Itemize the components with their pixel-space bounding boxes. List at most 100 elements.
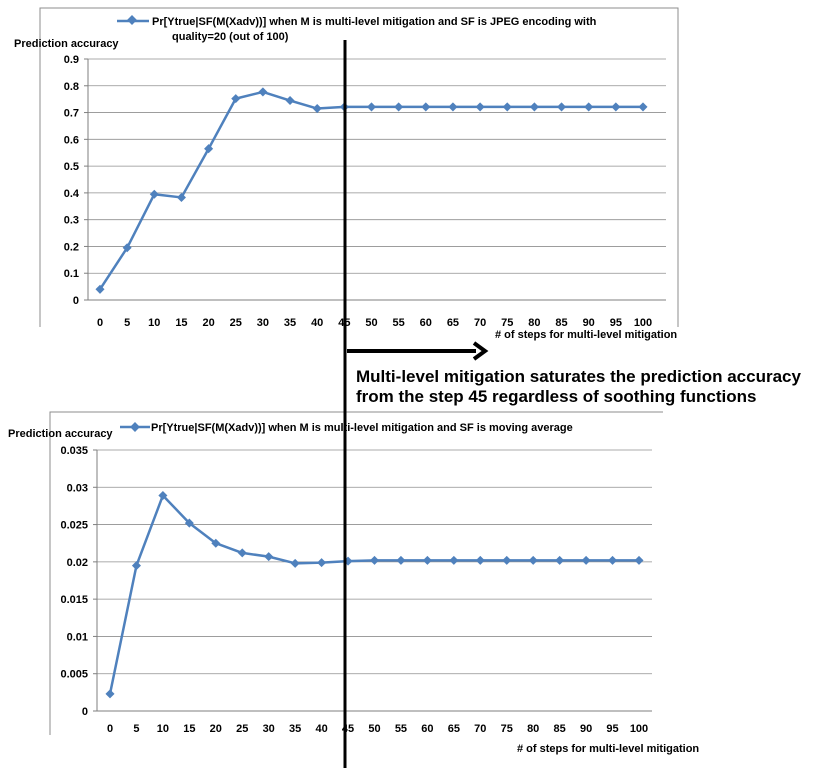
data-point [502,102,512,112]
y-tick-label: 0.4 [64,188,80,200]
x-tick-label: 5 [133,723,139,735]
data-point [317,558,327,568]
bottom-legend-marker [130,422,140,432]
data-point [184,518,194,528]
x-tick-label: 20 [202,317,214,329]
data-point [557,102,567,112]
x-tick-label: 75 [501,723,513,735]
y-tick-label: 0.01 [67,631,88,643]
data-point [449,555,459,565]
data-point [122,243,132,253]
bottom-x-axis-title: # of steps for multi-level mitigation [517,743,699,755]
data-point [290,558,300,568]
data-point [312,104,322,114]
data-point [366,102,377,112]
data-point [149,189,159,199]
x-tick-label: 10 [157,723,169,735]
y-tick-label: 0.005 [60,669,88,681]
data-point [369,555,380,565]
top-series [95,87,648,294]
y-tick-label: 0.2 [64,241,79,253]
x-tick-label: 25 [230,317,242,329]
top-legend-marker [127,15,137,25]
data-point [105,689,115,699]
bottom-y-tick-labels: 0 0.005 0.01 0.015 0.02 0.025 0.03 0.035 [60,445,97,718]
data-point [638,102,648,112]
x-tick-label: 90 [580,723,592,735]
top-chart-gridlines [88,58,666,274]
bottom-y-axis-title: Prediction accuracy [8,428,113,440]
data-point [264,552,274,562]
x-tick-label: 60 [421,723,433,735]
x-tick-label: 80 [528,317,540,329]
data-point [158,490,168,501]
bottom-legend-text: Pr[Ytrue|SF(M(Xadv))] when M is multi-le… [151,422,573,434]
x-tick-label: 65 [448,723,460,735]
top-y-axis-title: Prediction accuracy [14,38,119,50]
x-tick-label: 55 [393,317,405,329]
x-tick-label: 5 [124,317,130,329]
data-point [528,555,538,565]
x-tick-label: 70 [474,317,486,329]
data-point [396,555,406,565]
data-point [421,102,431,112]
y-tick-label: 0.5 [64,161,79,173]
data-point [422,555,432,565]
x-tick-label: 95 [610,317,622,329]
x-tick-label: 40 [311,317,323,329]
data-point [237,548,247,558]
y-tick-label: 0.1 [64,268,79,280]
x-tick-label: 75 [501,317,513,329]
x-tick-label: 30 [257,317,269,329]
top-legend-text-line2: quality=20 (out of 100) [172,31,289,43]
x-tick-label: 20 [210,723,222,735]
data-point [131,561,141,571]
annotation-arrow-head [472,341,489,361]
top-chart: 0 0.1 0.2 0.3 0.4 0.5 0.6 0.7 0.8 0.9 0 5 10 15 20 25 3… [14,7,679,341]
y-tick-label: 0 [82,706,88,718]
x-tick-label: 0 [107,723,113,735]
data-point [285,95,295,106]
y-tick-label: 0.035 [60,445,88,457]
annotation-text-line1: Multi-level mitigation saturates the pre… [356,367,801,386]
data-point [231,94,241,104]
x-tick-label: 85 [554,723,566,735]
data-point [608,555,618,565]
x-tick-label: 90 [583,317,595,329]
data-point [529,102,539,112]
x-tick-label: 15 [175,317,187,329]
y-tick-label: 0.02 [67,557,88,569]
data-point [634,555,644,565]
y-tick-label: 0.9 [64,54,79,66]
annotation-text-line2: from the step 45 regardless of soothing … [356,387,757,406]
x-tick-label: 50 [365,317,377,329]
x-tick-label: 10 [148,317,160,329]
x-tick-label: 100 [634,317,652,329]
top-x-axis-title: # of steps for multi-level mitigation [495,329,677,341]
x-tick-label: 0 [97,317,103,329]
data-point [475,102,485,112]
data-point [502,555,512,565]
data-point [581,555,591,565]
x-tick-label: 95 [606,723,618,735]
x-tick-label: 50 [368,723,380,735]
y-tick-label: 0.6 [64,134,79,146]
bottom-chart: 0 0.005 0.01 0.015 0.02 0.025 0.03 0.035 0 5 10 15… [8,411,699,755]
y-tick-label: 0.015 [60,594,88,606]
x-tick-label: 15 [183,723,195,735]
y-tick-label: 0.7 [64,108,79,120]
bottom-chart-frame [49,411,663,735]
top-x-tick-labels: 0510152025303540455055606570758085909510… [97,317,652,329]
x-tick-label: 60 [420,317,432,329]
data-point [448,102,458,112]
x-tick-label: 35 [289,723,301,735]
bottom-series [105,490,644,699]
x-tick-label: 30 [263,723,275,735]
data-point [258,87,268,97]
data-point [584,102,594,112]
data-point [611,102,621,112]
data-point [95,284,105,294]
top-legend-text-line1: Pr[Ytrue|SF(M(Xadv))] when M is multi-le… [152,16,597,28]
x-tick-label: 65 [447,317,459,329]
